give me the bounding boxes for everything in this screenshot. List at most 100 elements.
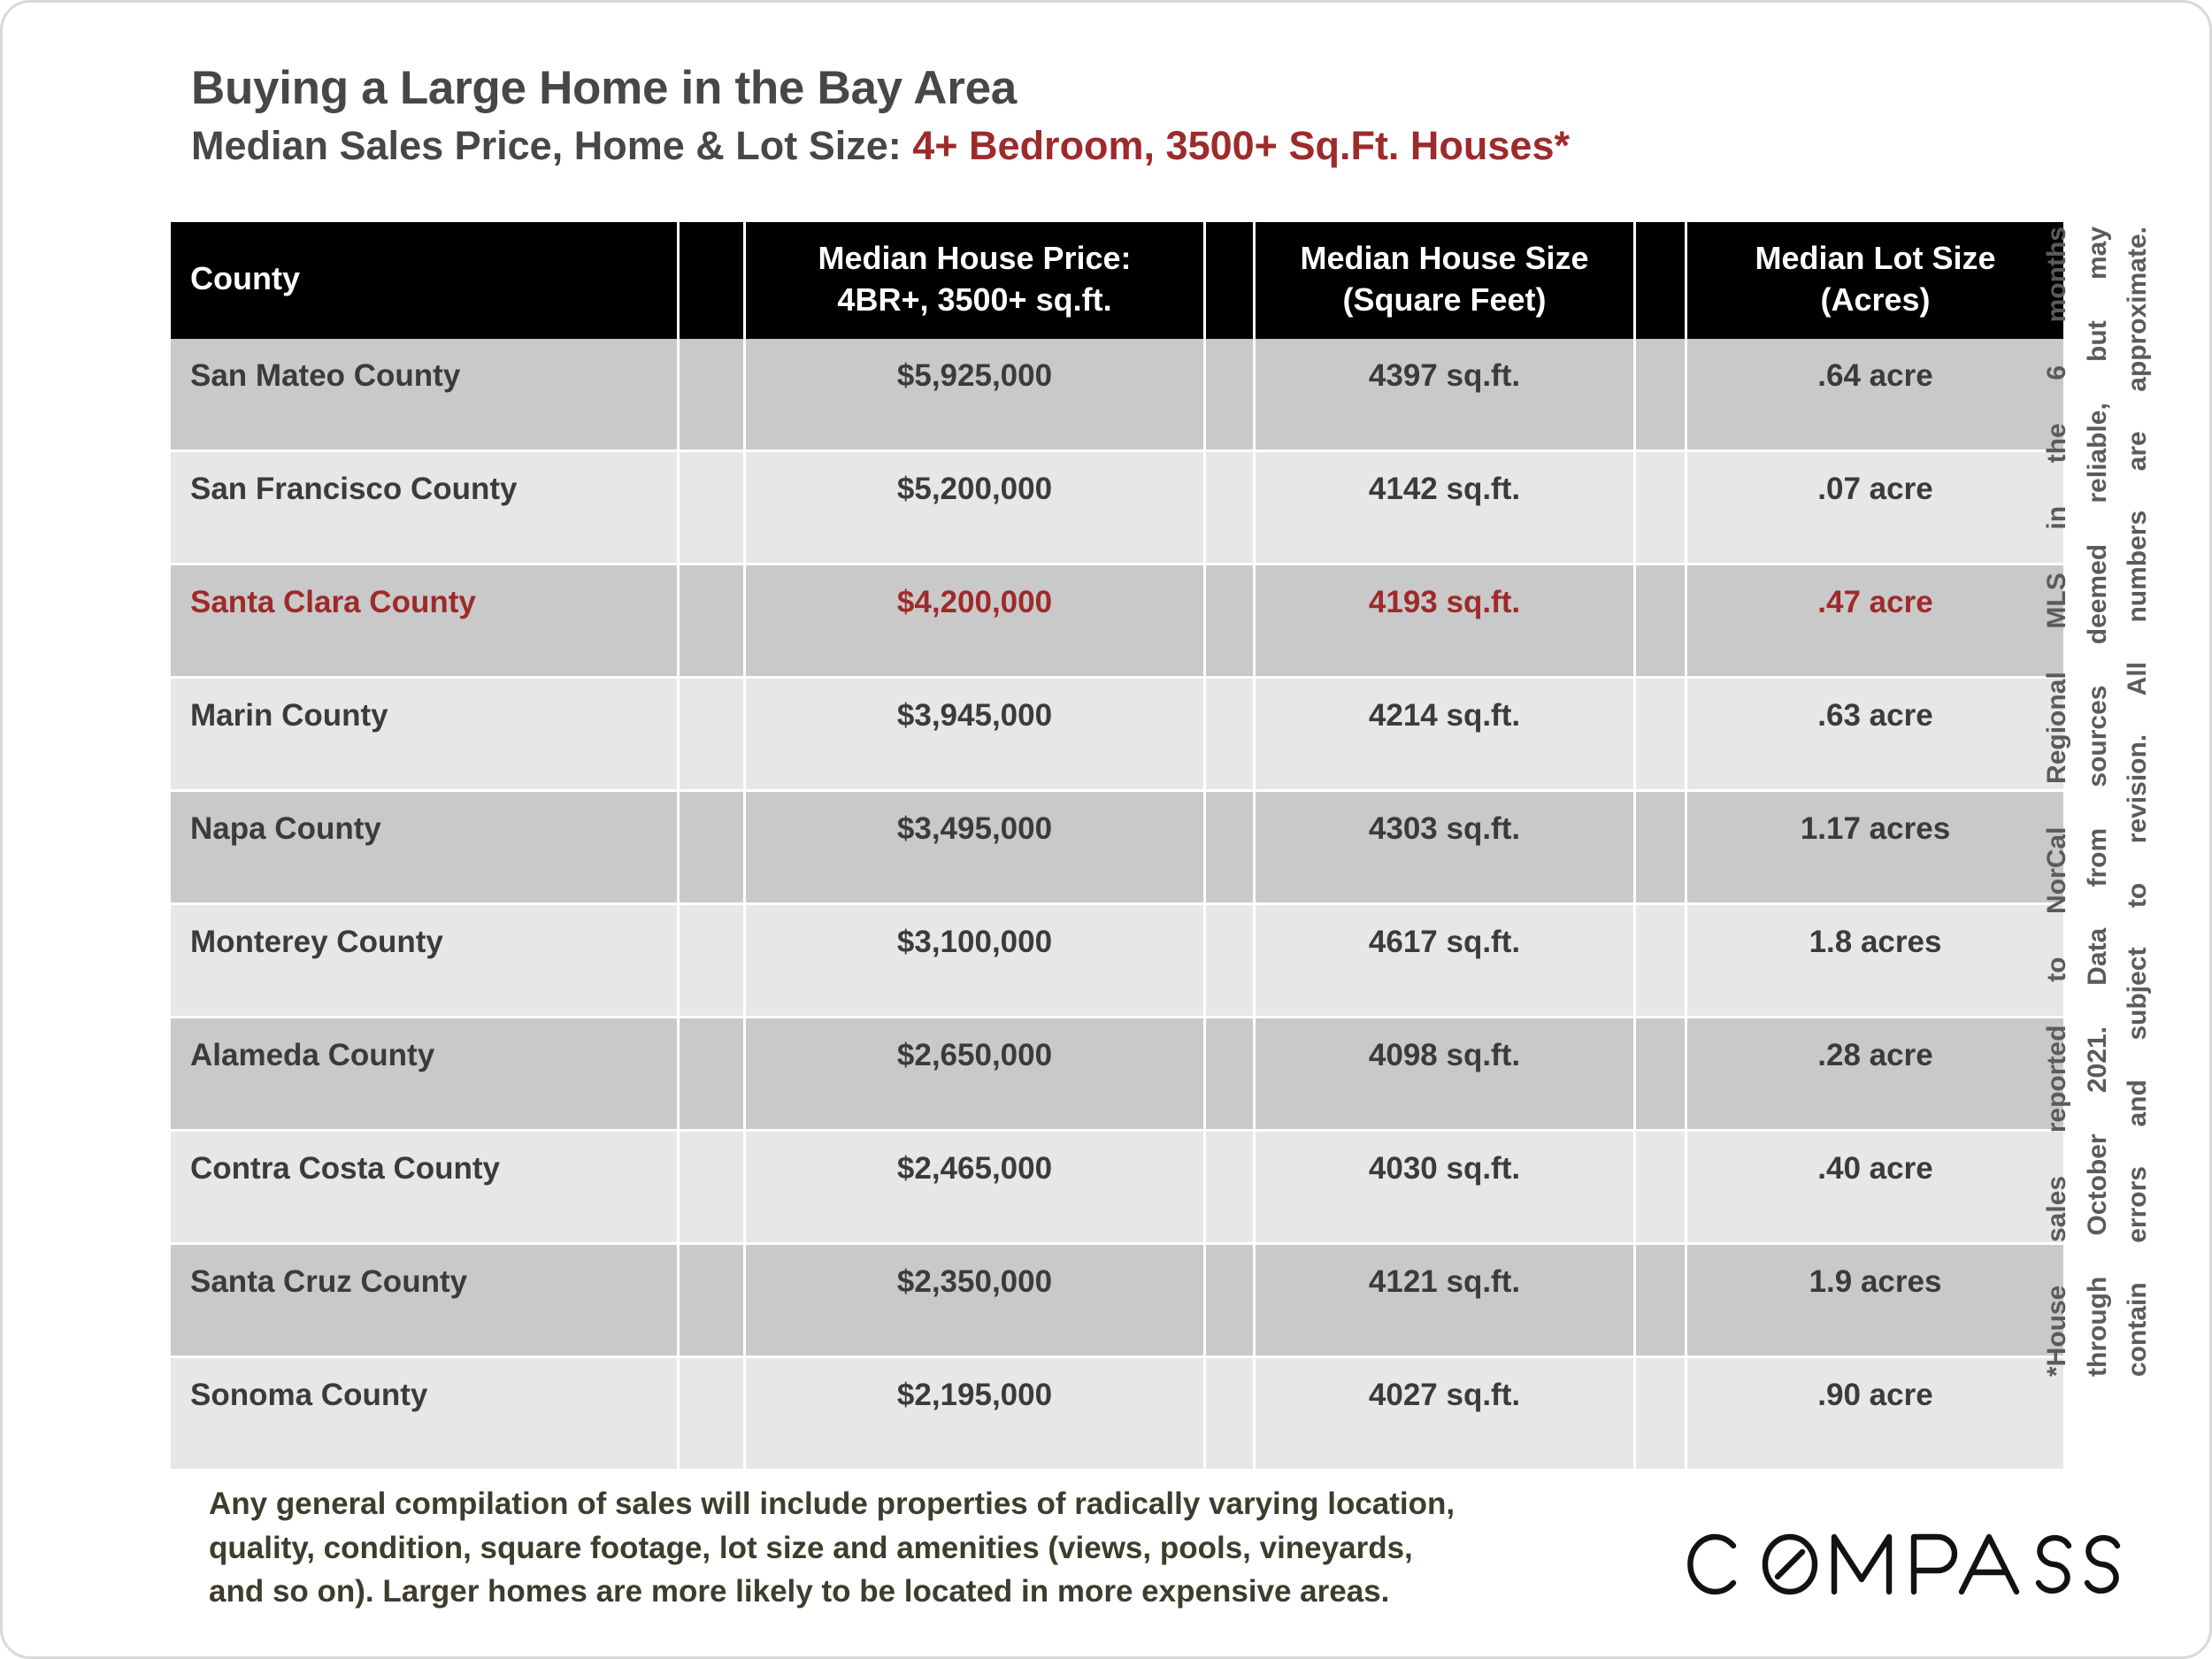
table-body: San Mateo County $5,925,000 4397 sq.ft. .64… — [171, 338, 2063, 1471]
cell-median-lot-size: .47 acre — [1687, 565, 2063, 679]
cell-spacer-1 — [680, 1131, 746, 1245]
cell-median-house-size: 4303 sq.ft. — [1256, 791, 1636, 905]
cell-county: Napa County — [171, 791, 680, 905]
source-note-line-1: *House sales reported to NorCal Regional… — [2042, 227, 2072, 1377]
table-row: San Mateo County $5,925,000 4397 sq.ft. .64… — [171, 338, 2063, 452]
cell-county: Santa Clara County — [171, 565, 680, 679]
cell-median-house-size: 4193 sq.ft. — [1256, 565, 1636, 679]
column-header-lot-size-line2: (Acres) — [1820, 280, 1931, 318]
cell-spacer-2 — [1206, 1357, 1256, 1471]
cell-spacer-1 — [680, 1357, 746, 1471]
cell-spacer-3 — [1636, 338, 1687, 452]
cell-spacer-2 — [1206, 904, 1256, 1018]
cell-spacer-2 — [1206, 565, 1256, 679]
header-spacer-3 — [1636, 222, 1687, 339]
cell-spacer-3 — [1636, 904, 1687, 1018]
source-note: *House sales reported to NorCal Regional… — [2042, 222, 2158, 1381]
cell-spacer-1 — [680, 678, 746, 792]
cell-county: Santa Cruz County — [171, 1244, 680, 1358]
cell-spacer-1 — [680, 1018, 746, 1132]
cell-spacer-2 — [1206, 678, 1256, 792]
footer-line-1: Any general compilation of sales will in… — [209, 1486, 1455, 1521]
cell-spacer-1 — [680, 565, 746, 679]
compass-wordmark-icon — [1687, 1533, 2121, 1595]
cell-spacer-3 — [1636, 678, 1687, 792]
cell-spacer-3 — [1636, 565, 1687, 679]
cell-median-house-size: 4142 sq.ft. — [1256, 451, 1636, 565]
cell-median-price: $5,925,000 — [746, 338, 1206, 452]
cell-spacer-1 — [680, 904, 746, 1018]
cell-median-price: $2,465,000 — [746, 1131, 1206, 1245]
cell-spacer-2 — [1206, 1244, 1256, 1358]
median-price-table: County Median House Price: 4BR+, 3500+ s… — [171, 222, 2063, 1471]
footer-line-2: quality, condition, square footage, lot … — [209, 1530, 1413, 1565]
cell-spacer-3 — [1636, 1357, 1687, 1471]
compass-logo — [1682, 1512, 2124, 1617]
footer-disclaimer: Any general compilation of sales will in… — [209, 1482, 1660, 1614]
cell-median-house-size: 4121 sq.ft. — [1256, 1244, 1636, 1358]
cell-median-house-size: 4397 sq.ft. — [1256, 338, 1636, 452]
footer-line-3: and so on). Larger homes are more likely… — [209, 1574, 1390, 1609]
column-header-lot-size-line1: Median Lot Size — [1755, 240, 1996, 276]
subtitle-prefix: Median Sales Price, Home & Lot Size: — [191, 123, 913, 169]
table-row: Contra Costa County $2,465,000 4030 sq.ft.… — [171, 1131, 2063, 1245]
cell-median-lot-size: 1.9 acres — [1687, 1244, 2063, 1358]
cell-median-house-size: 4030 sq.ft. — [1256, 1131, 1636, 1245]
cell-spacer-3 — [1636, 1131, 1687, 1245]
table-header: County Median House Price: 4BR+, 3500+ s… — [171, 222, 2063, 339]
cell-county: San Mateo County — [171, 338, 680, 452]
cell-spacer-3 — [1636, 1244, 1687, 1358]
cell-spacer-2 — [1206, 791, 1256, 905]
cell-median-price: $3,100,000 — [746, 904, 1206, 1018]
cell-spacer-3 — [1636, 791, 1687, 905]
cell-county: Monterey County — [171, 904, 680, 1018]
cell-county: Contra Costa County — [171, 1131, 680, 1245]
cell-county: Sonoma County — [171, 1357, 680, 1471]
cell-median-price: $4,200,000 — [746, 565, 1206, 679]
table-row: Sonoma County $2,195,000 4027 sq.ft. .90 ac… — [171, 1357, 2063, 1471]
cell-median-house-size: 4027 sq.ft. — [1256, 1357, 1636, 1471]
cell-spacer-1 — [680, 338, 746, 452]
cell-median-lot-size: .63 acre — [1687, 678, 2063, 792]
cell-median-house-size: 4098 sq.ft. — [1256, 1018, 1636, 1132]
cell-median-lot-size: 1.17 acres — [1687, 791, 2063, 905]
cell-county: Alameda County — [171, 1018, 680, 1132]
cell-median-lot-size: 1.8 acres — [1687, 904, 2063, 1018]
cell-spacer-1 — [680, 1244, 746, 1358]
cell-median-house-size: 4214 sq.ft. — [1256, 678, 1636, 792]
column-header-county-label: County — [190, 260, 300, 297]
column-header-price-line2: 4BR+, 3500+ sq.ft. — [837, 280, 1112, 318]
header-spacer-2 — [1206, 222, 1256, 339]
subtitle-accent: 4+ Bedroom, 3500+ Sq.Ft. Houses* — [912, 123, 1570, 169]
column-header-house-size: Median House Size (Square Feet) — [1256, 222, 1636, 339]
cell-spacer-2 — [1206, 338, 1256, 452]
cell-spacer-1 — [680, 791, 746, 905]
page-title: Buying a Large Home in the Bay Area — [191, 62, 1017, 114]
table-row: Alameda County $2,650,000 4098 sq.ft. .28 a… — [171, 1018, 2063, 1132]
table-row: San Francisco County $5,200,000 4142 sq.ft… — [171, 451, 2063, 565]
table-header-row: County Median House Price: 4BR+, 3500+ s… — [171, 222, 2063, 339]
cell-median-price: $2,195,000 — [746, 1357, 1206, 1471]
cell-median-price: $2,350,000 — [746, 1244, 1206, 1358]
column-header-house-size-line2: (Square Feet) — [1342, 280, 1547, 318]
cell-median-lot-size: .90 acre — [1687, 1357, 2063, 1471]
column-header-lot-size: Median Lot Size (Acres) — [1687, 222, 2063, 339]
source-note-line-2: through October 2021. Data from sources … — [2082, 227, 2112, 1377]
cell-spacer-2 — [1206, 451, 1256, 565]
cell-median-price: $3,495,000 — [746, 791, 1206, 905]
cell-spacer-2 — [1206, 1018, 1256, 1132]
cell-spacer-1 — [680, 451, 746, 565]
source-note-line-3: contain errors and subject to revision. … — [2123, 227, 2153, 1377]
cell-spacer-3 — [1636, 451, 1687, 565]
cell-median-price: $2,650,000 — [746, 1018, 1206, 1132]
column-header-price-line1: Median House Price: — [818, 240, 1132, 276]
table-row: Monterey County $3,100,000 4617 sq.ft. 1.8 … — [171, 904, 2063, 1018]
column-header-price: Median House Price: 4BR+, 3500+ sq.ft. — [746, 222, 1206, 339]
source-note-text: *House sales reported to NorCal Regional… — [2042, 227, 2158, 1377]
heading-block: Buying a Large Home in the Bay Area Medi… — [191, 63, 2032, 169]
header-spacer-1 — [680, 222, 746, 339]
table-row: Marin County $3,945,000 4214 sq.ft. .63 acr… — [171, 678, 2063, 792]
page-subtitle: Median Sales Price, Home & Lot Size: 4+ … — [191, 124, 2032, 168]
cell-median-lot-size: .07 acre — [1687, 451, 2063, 565]
